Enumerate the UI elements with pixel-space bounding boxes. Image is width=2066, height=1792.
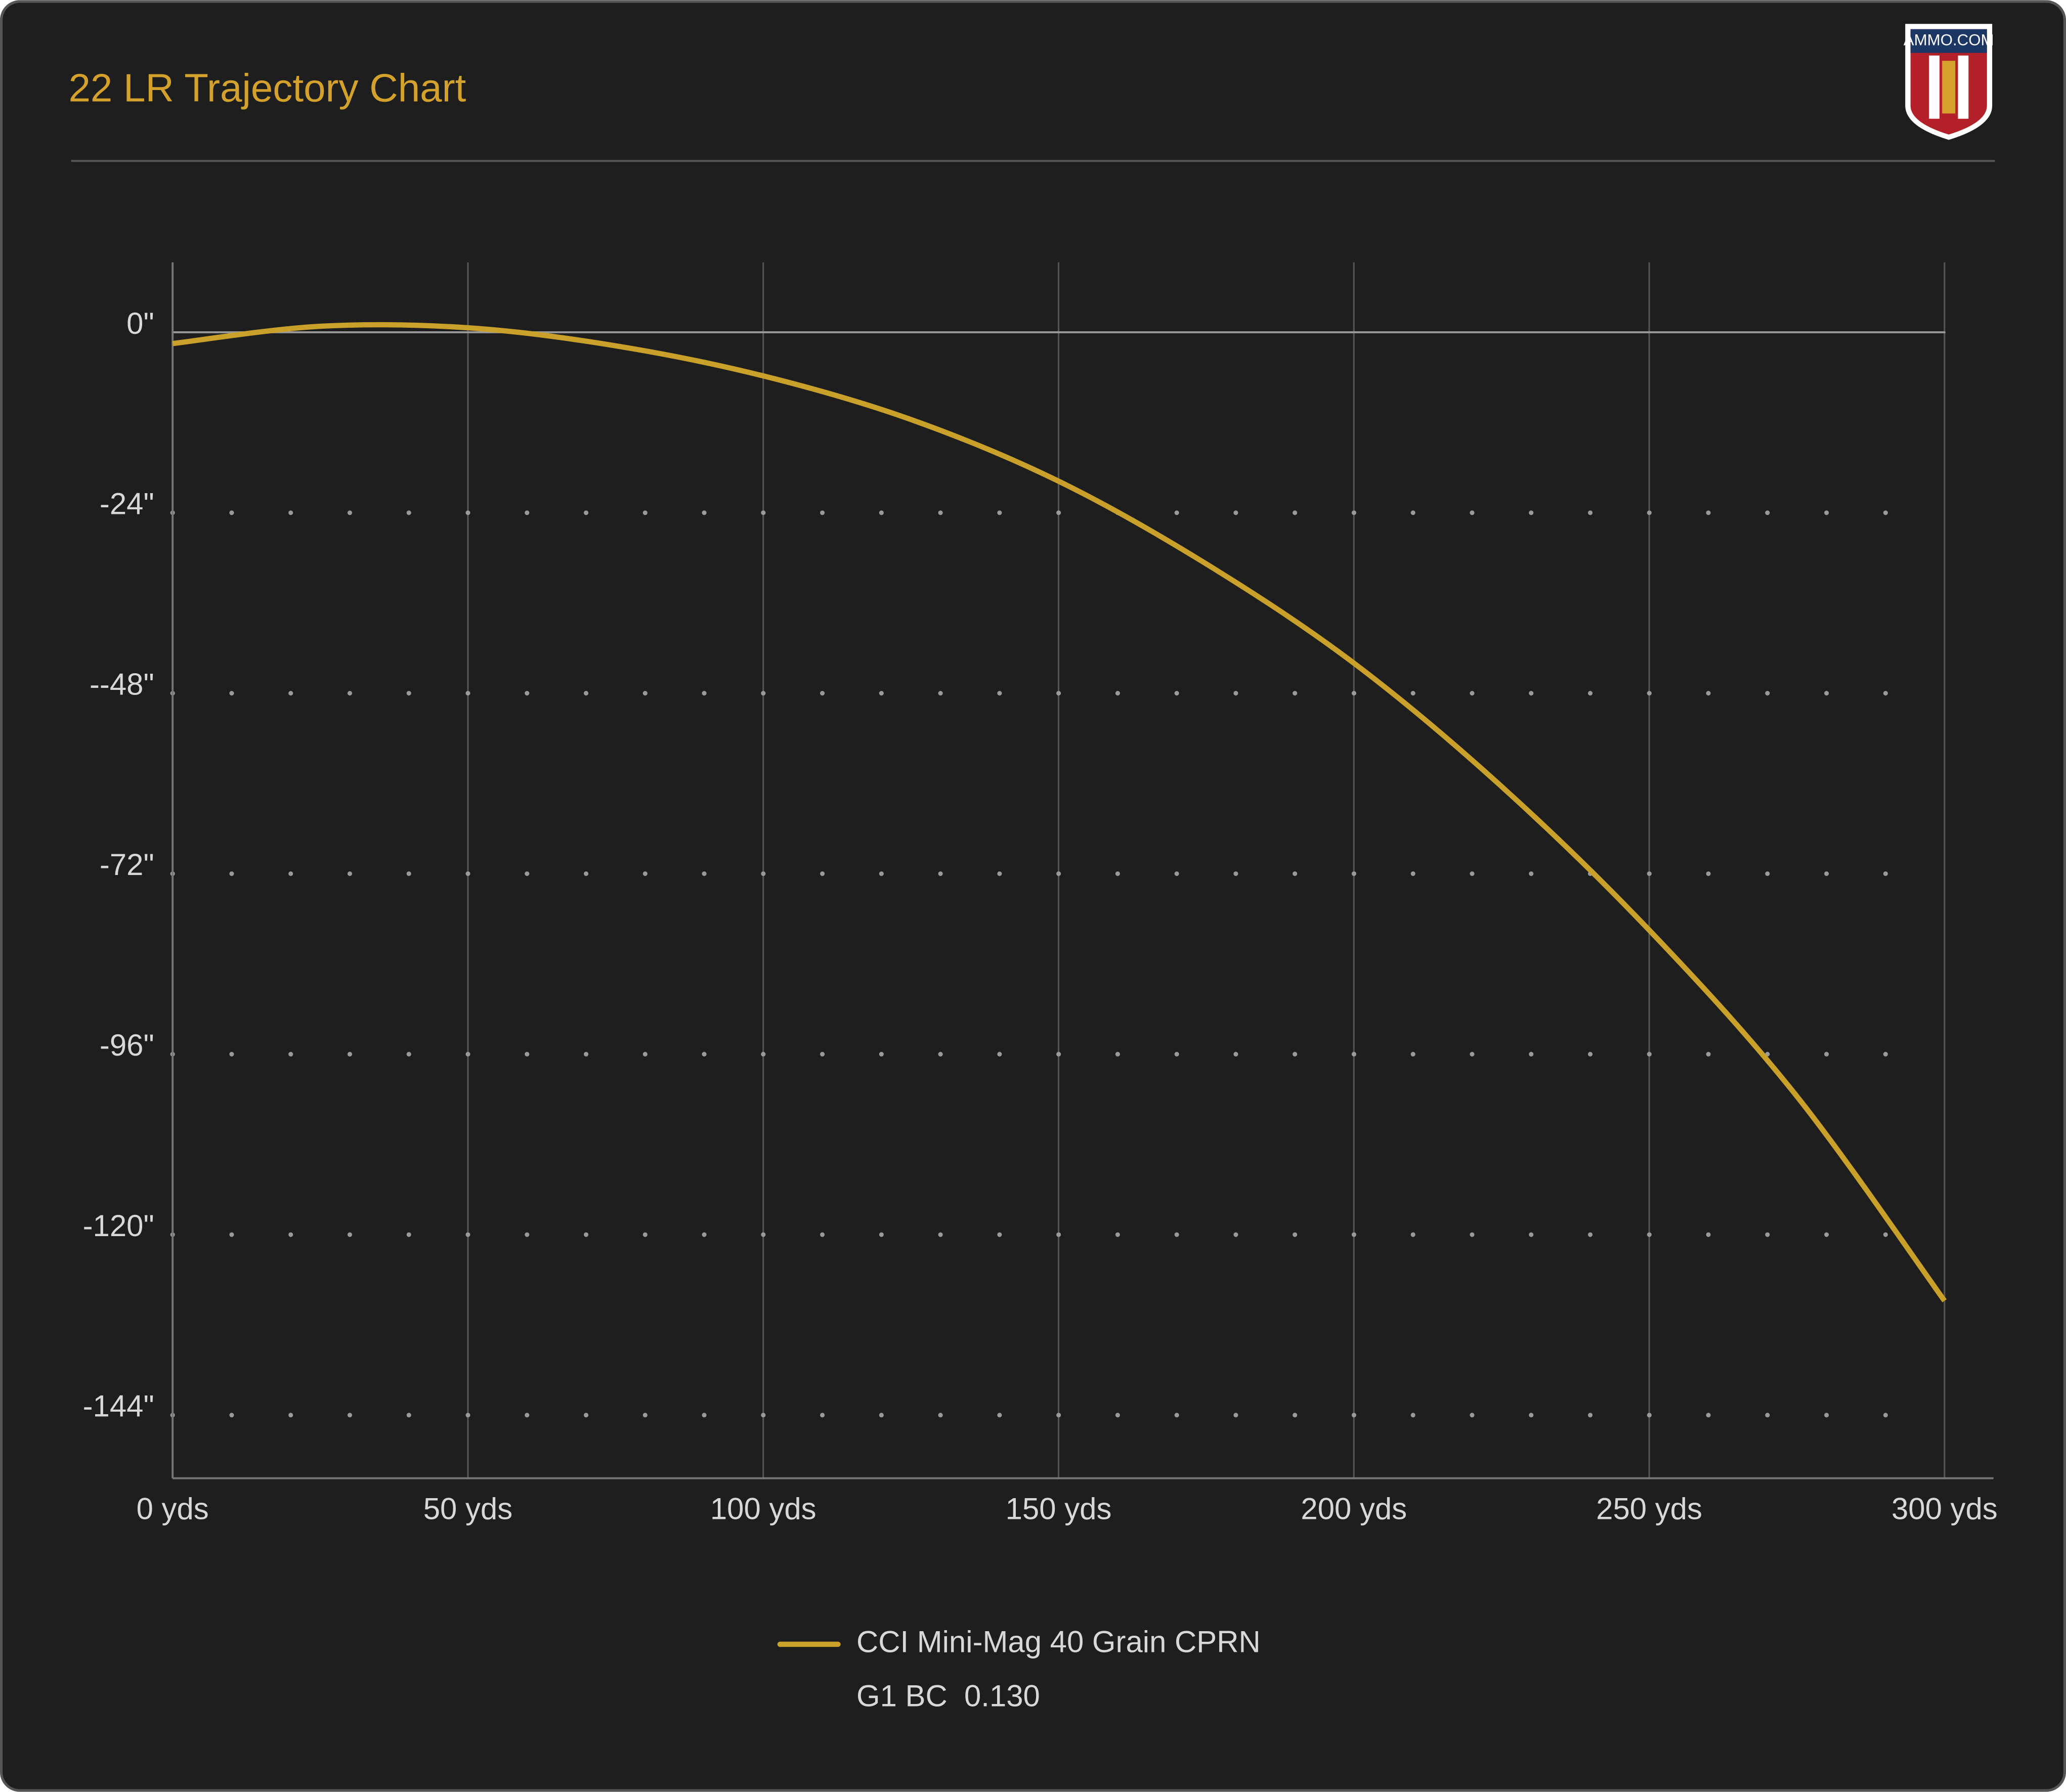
legend-detail: G1 BC 0.130 bbox=[856, 1679, 1040, 1713]
logo-bullet bbox=[1942, 61, 1956, 114]
x-tick-label: 0 yds bbox=[137, 1492, 209, 1526]
logo: AMMO.COM bbox=[1904, 24, 1994, 140]
y-tick-label: 0" bbox=[126, 307, 154, 340]
y-tick-label: -24" bbox=[100, 487, 154, 521]
y-tick-label: -96" bbox=[100, 1028, 154, 1062]
y-tick-label: --48" bbox=[90, 667, 154, 701]
x-tick-label: 150 yds bbox=[1006, 1492, 1112, 1526]
legend-label: CCI Mini-Mag 40 Grain CPRN bbox=[856, 1625, 1261, 1659]
chart-title: 22 LR Trajectory Chart bbox=[68, 66, 466, 110]
logo-band bbox=[1910, 29, 1987, 53]
logo-stripe bbox=[1958, 55, 1969, 119]
series-line bbox=[172, 322, 1947, 1302]
x-tick-label: 100 yds bbox=[710, 1492, 816, 1526]
logo-stripe bbox=[1929, 55, 1940, 119]
x-tick-label: 50 yds bbox=[423, 1492, 512, 1526]
x-tick-label: 200 yds bbox=[1301, 1492, 1407, 1526]
x-tick-label: 300 yds bbox=[1891, 1492, 1998, 1526]
y-tick-label: -72" bbox=[100, 848, 154, 882]
y-tick-label: -120" bbox=[83, 1209, 154, 1243]
logo-text: AMMO.COM bbox=[1904, 31, 1994, 49]
y-tick-label: -144" bbox=[83, 1389, 154, 1423]
x-tick-label: 250 yds bbox=[1596, 1492, 1702, 1526]
